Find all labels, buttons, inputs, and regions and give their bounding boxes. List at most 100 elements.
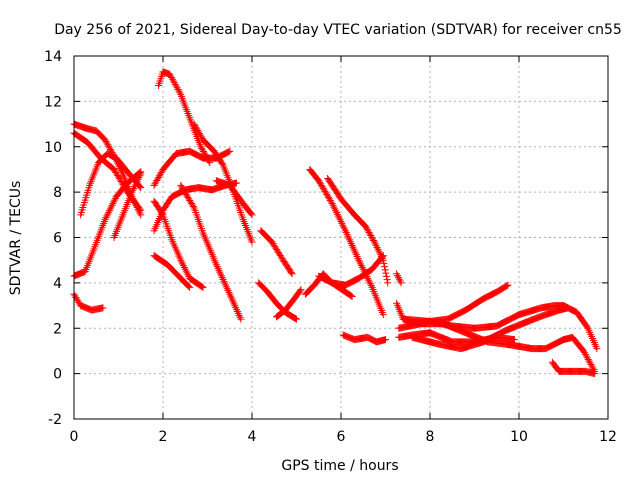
data-point [503, 282, 511, 290]
data-point [116, 176, 124, 184]
series-track-16 [255, 279, 300, 323]
y-tick-label: 2 [53, 321, 62, 337]
data-point [101, 136, 109, 144]
data-point [132, 179, 140, 187]
tick-layer: 0 2 4 6 8 10 12 -2 0 2 4 6 8 10 12 14 [44, 49, 617, 445]
data-point [383, 276, 391, 284]
data-point [106, 205, 114, 213]
data-point [297, 286, 305, 294]
data-point [320, 186, 328, 194]
data-point [336, 216, 344, 224]
data-point [107, 203, 115, 211]
data-point [322, 189, 330, 197]
data-point [195, 128, 203, 136]
data-point [187, 199, 195, 207]
data-point [373, 243, 381, 251]
data-point [181, 265, 189, 273]
data-point [380, 259, 388, 267]
data-point [101, 215, 109, 223]
series-track-27 [399, 302, 601, 353]
x-tick-label: 8 [426, 429, 435, 445]
data-point [184, 271, 192, 279]
data-point [111, 194, 119, 202]
data-point [137, 170, 145, 178]
y-tick-label: 0 [53, 367, 62, 383]
data-point [113, 170, 121, 178]
data-point [117, 178, 125, 186]
data-point [382, 269, 390, 277]
series-track-03 [70, 168, 145, 280]
series-track-17 [272, 286, 305, 321]
data-point [396, 277, 404, 285]
data-point [247, 210, 255, 218]
data-point [136, 205, 144, 213]
data-point [137, 206, 145, 214]
data-point [363, 225, 371, 233]
data-point [365, 276, 373, 284]
data-point [178, 183, 186, 191]
data-point [183, 192, 191, 200]
data-point [193, 125, 201, 133]
data-point [187, 198, 195, 206]
data-point [367, 232, 375, 240]
data-point [110, 165, 118, 173]
x-tick-label: 0 [70, 429, 79, 445]
data-point [361, 269, 369, 277]
data-point [326, 196, 334, 204]
data-point [152, 178, 160, 186]
data-point [191, 122, 199, 130]
y-tick-label: 6 [53, 231, 62, 247]
data-point [360, 267, 368, 275]
data-point [218, 160, 226, 168]
data-point [104, 141, 112, 149]
data-point [366, 280, 374, 288]
series-track-02 [70, 129, 145, 214]
data-point [321, 187, 329, 195]
data-point [226, 147, 234, 155]
y-tick-label: 10 [44, 140, 62, 156]
data-point [347, 292, 355, 300]
data-marks-layer [70, 68, 601, 378]
data-point [186, 283, 194, 291]
data-point [182, 267, 190, 275]
data-point [199, 146, 207, 154]
data-point [327, 198, 335, 206]
data-point [237, 315, 245, 323]
data-point [114, 171, 122, 179]
data-point [115, 173, 122, 181]
data-point [365, 278, 373, 286]
data-point [374, 245, 382, 253]
chart-title: Day 256 of 2021, Sidereal Day-to-day VTE… [54, 22, 622, 38]
data-point [131, 183, 139, 191]
data-point [196, 131, 204, 139]
data-point [137, 184, 145, 192]
data-point [591, 370, 599, 378]
data-point [151, 180, 159, 188]
data-point [382, 336, 389, 344]
series-track-21 [315, 272, 356, 300]
data-point [195, 130, 203, 138]
data-point [333, 210, 341, 218]
data-point [248, 238, 256, 246]
x-tick-label: 10 [510, 429, 528, 445]
data-point [593, 345, 601, 353]
data-point [179, 184, 187, 192]
series-track-06 [110, 170, 145, 241]
data-point [102, 138, 110, 146]
y-tick-label: 14 [44, 49, 62, 65]
data-point [133, 177, 141, 185]
data-point [105, 142, 113, 150]
data-point [361, 222, 369, 230]
data-point [370, 238, 378, 246]
data-point [190, 120, 198, 128]
data-point [315, 177, 323, 185]
data-point [150, 181, 158, 189]
series-track-05 [70, 290, 107, 314]
data-point [103, 212, 111, 220]
data-point [317, 181, 325, 189]
data-point [362, 271, 370, 279]
data-point [192, 123, 200, 131]
data-point [363, 273, 371, 281]
data-point [356, 258, 364, 266]
